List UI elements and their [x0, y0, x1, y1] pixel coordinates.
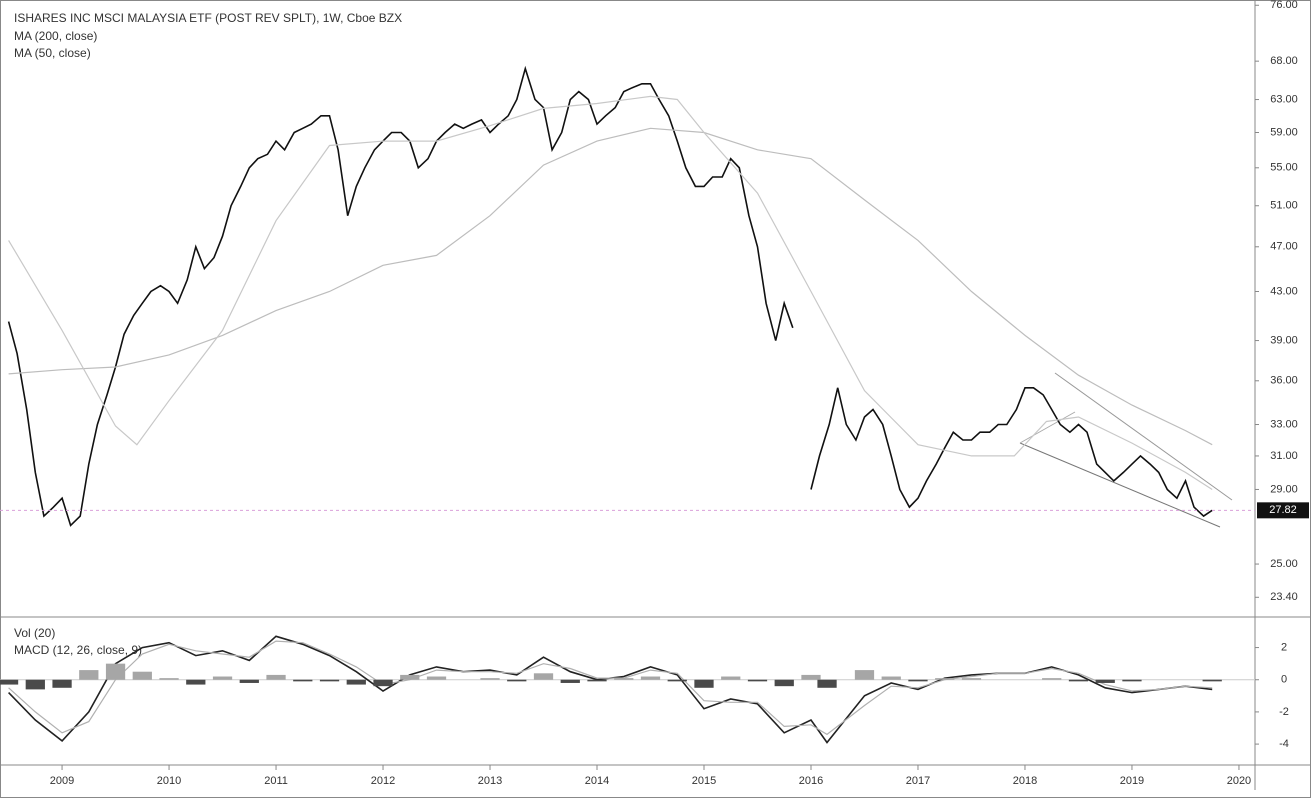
series-line — [7, 65, 1213, 527]
y-tick-label: 59.00 — [1270, 126, 1298, 138]
x-tick-label: 2016 — [799, 775, 823, 787]
y-tick-label: 43.00 — [1270, 285, 1298, 297]
histogram-bar — [186, 679, 206, 685]
histogram-bar — [533, 673, 554, 680]
histogram-bar — [105, 663, 126, 680]
histogram-bar — [801, 674, 821, 680]
y-tick-label: 2 — [1281, 641, 1287, 653]
histogram-bar — [507, 679, 527, 682]
histogram-bar — [293, 679, 313, 682]
x-tick-label: 2020 — [1227, 775, 1251, 787]
chart-title: ISHARES INC MSCI MALAYSIA ETF (POST REV … — [14, 11, 402, 25]
y-tick-label: 39.00 — [1270, 334, 1298, 346]
histogram-bar — [1095, 679, 1115, 683]
trend-line — [1054, 372, 1233, 501]
histogram-bar — [400, 674, 420, 680]
series-line — [8, 635, 1213, 744]
x-tick-label: 2012 — [371, 775, 395, 787]
x-tick-label: 2018 — [1013, 775, 1037, 787]
histogram-bar — [426, 676, 447, 680]
histogram-bar — [961, 678, 982, 680]
histogram-bar — [52, 679, 72, 688]
histogram-bar — [79, 670, 99, 680]
histogram-bar — [614, 678, 634, 680]
y-tick-label: 25.00 — [1270, 558, 1298, 570]
histogram-bar — [266, 674, 286, 680]
y-tick-label: 76.00 — [1270, 0, 1298, 11]
histogram-bar — [854, 670, 875, 680]
histogram-bar — [587, 679, 607, 682]
histogram-bar — [721, 676, 741, 680]
trend-line — [1019, 442, 1221, 528]
price-tag-label: 27.82 — [1269, 504, 1297, 516]
price-tag — [1257, 502, 1309, 519]
y-tick-label: 68.00 — [1270, 55, 1298, 67]
histogram-bar — [346, 679, 366, 685]
y-tick-label: 47.00 — [1270, 241, 1298, 253]
histogram-bar — [25, 679, 45, 690]
x-tick-label: 2015 — [692, 775, 716, 787]
histogram-bar — [239, 679, 259, 683]
series-line — [8, 640, 1213, 736]
y-tick-label: 23.40 — [1270, 591, 1298, 603]
histogram-bar — [667, 679, 687, 682]
x-tick-label: 2013 — [478, 775, 502, 787]
histogram-bar — [1042, 678, 1062, 680]
x-tick-label: 2010 — [157, 775, 181, 787]
x-tick-label: 2017 — [906, 775, 930, 787]
histogram-bar — [881, 676, 901, 680]
series-line — [8, 127, 1213, 446]
histogram-bar — [1122, 679, 1142, 682]
trend-line — [1019, 411, 1076, 444]
x-tick-label: 2011 — [264, 775, 288, 787]
histogram-bar — [817, 679, 837, 688]
y-tick-label: -2 — [1279, 706, 1289, 718]
x-tick-label: 2019 — [1120, 775, 1144, 787]
histogram-bar — [1068, 679, 1089, 682]
histogram-bar — [694, 679, 714, 688]
histogram-bar — [1202, 679, 1222, 682]
legend-label: Vol (20) — [14, 626, 55, 640]
histogram-bar — [640, 676, 661, 680]
legend-label: MACD (12, 26, close, 9) — [14, 643, 142, 657]
x-tick-label: 2014 — [585, 775, 609, 787]
y-tick-label: 63.00 — [1270, 93, 1298, 105]
series-line — [8, 95, 1213, 491]
y-tick-label: 0 — [1281, 674, 1287, 686]
histogram-bar — [132, 671, 152, 680]
histogram-bar — [560, 679, 580, 683]
histogram-bar — [774, 679, 794, 687]
histogram-bar — [373, 679, 393, 687]
histogram-bar — [908, 679, 928, 682]
histogram-bar — [480, 678, 500, 680]
y-tick-label: 55.00 — [1270, 162, 1298, 174]
y-tick-label: -4 — [1279, 738, 1289, 750]
histogram-bar — [319, 679, 340, 682]
histogram-bar — [212, 676, 233, 680]
y-tick-label: 29.00 — [1270, 483, 1298, 495]
y-tick-label: 33.00 — [1270, 418, 1298, 430]
histogram-bar — [159, 678, 179, 680]
histogram-bar — [747, 679, 768, 682]
y-tick-label: 31.00 — [1270, 450, 1298, 462]
x-tick-label: 2009 — [50, 775, 74, 787]
y-tick-label: 51.00 — [1270, 200, 1298, 212]
legend-label: MA (200, close) — [14, 29, 97, 43]
histogram-bar — [935, 678, 955, 680]
histogram-bar — [0, 679, 19, 685]
y-tick-label: 36.00 — [1270, 375, 1298, 387]
legend-label: MA (50, close) — [14, 46, 91, 60]
